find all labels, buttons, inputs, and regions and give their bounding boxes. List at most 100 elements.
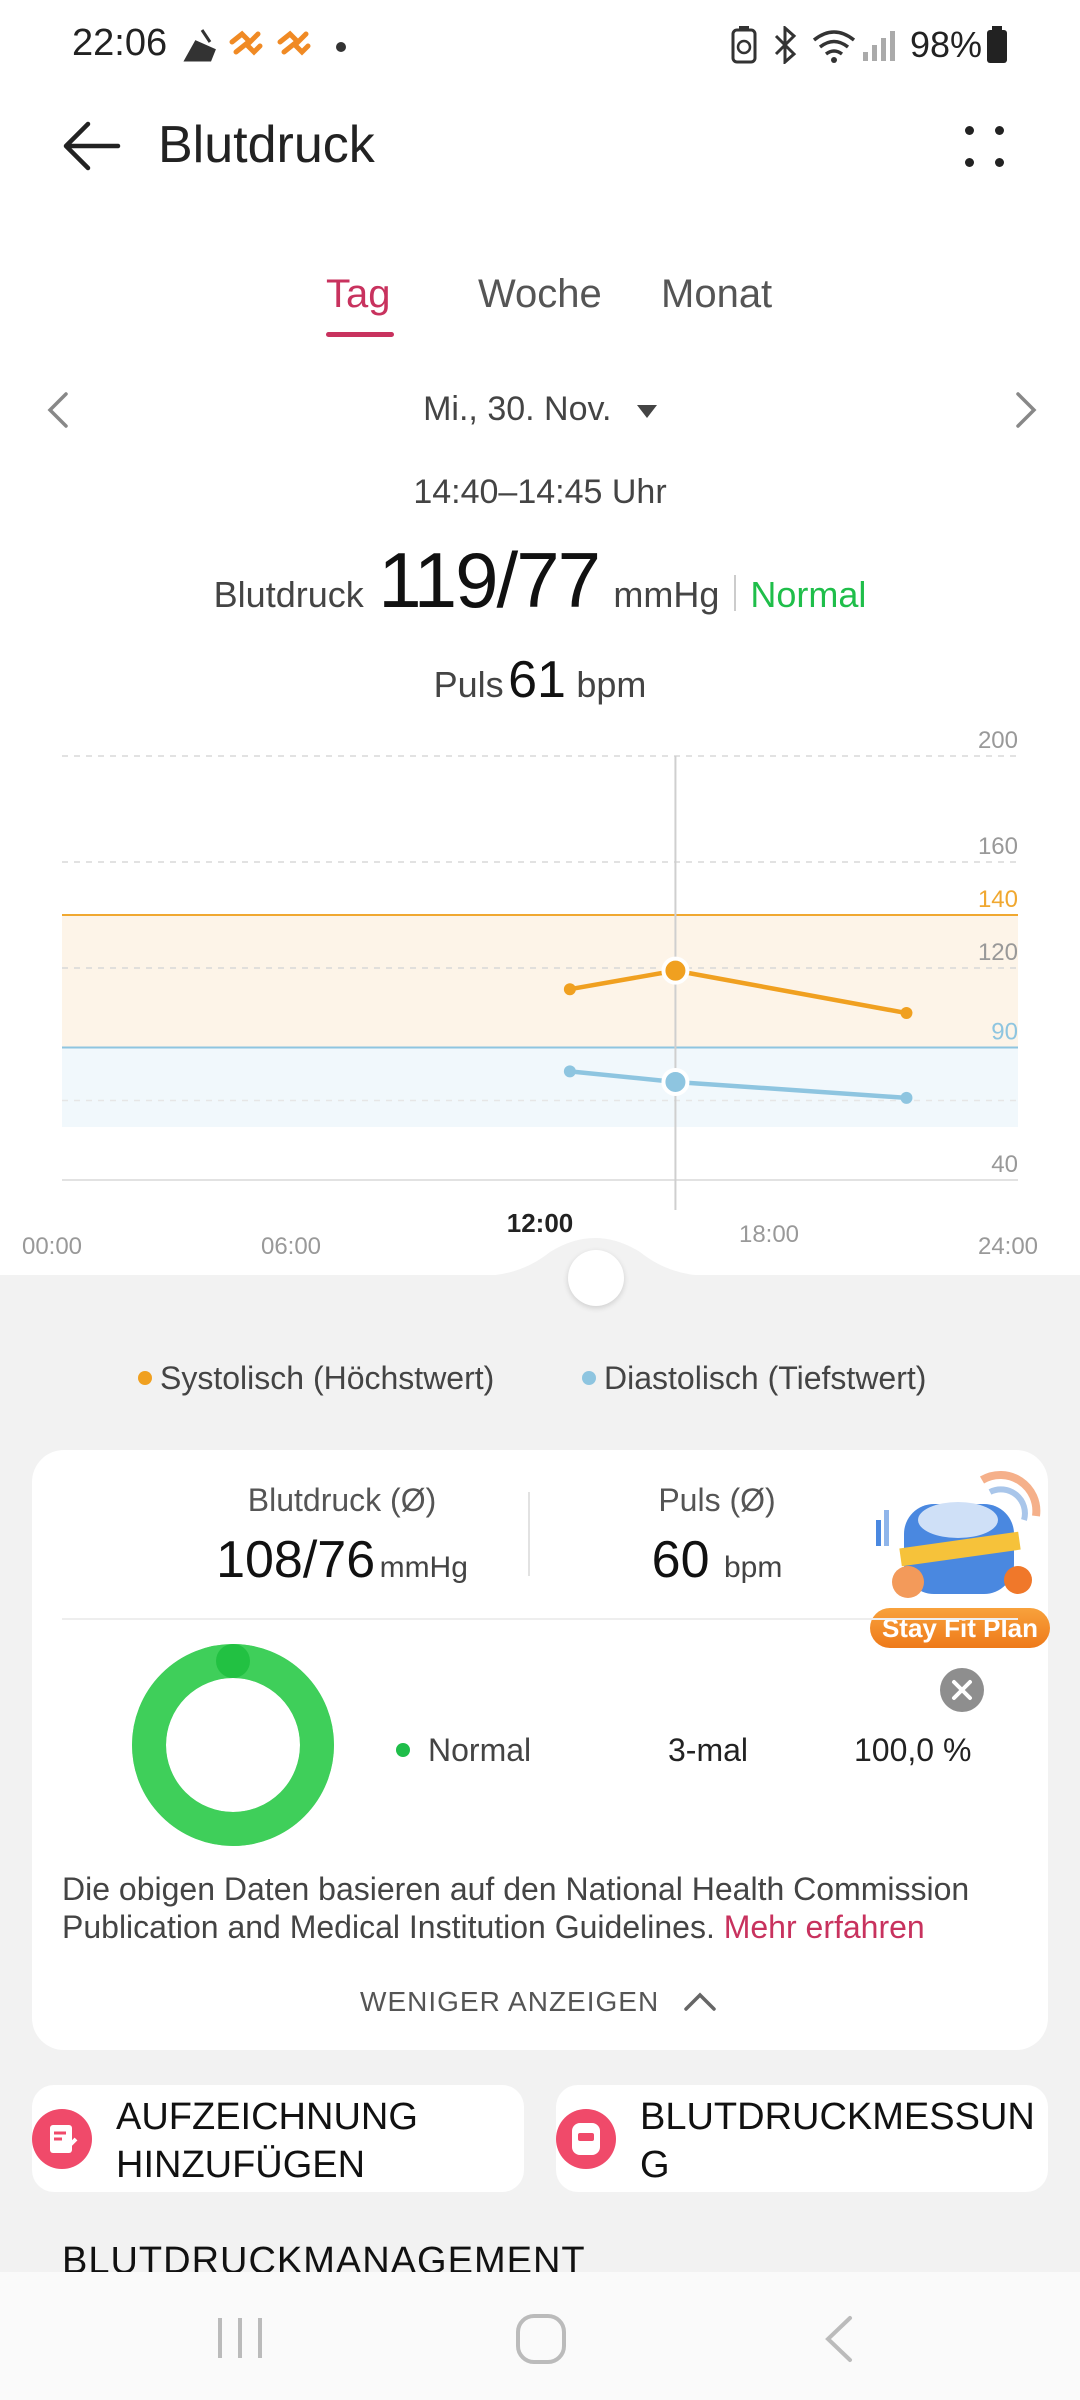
legend-diastolic: Diastolisch (Tiefstwert) [582, 1360, 926, 1397]
bp-monitor-icon [556, 2109, 616, 2169]
bp-avg-value: 108/76 [216, 1531, 376, 1589]
donut-normal-segment [132, 1644, 334, 1846]
tab-week[interactable]: Woche [478, 272, 602, 316]
bp-avg-unit: mmHg [379, 1551, 468, 1584]
bp-chart[interactable]: 40 120 160 200 140 90 00:00 06:00 12:00 18:00 24:0… [0, 730, 1080, 1280]
normal-dot-icon [396, 1743, 410, 1757]
close-promo-button[interactable] [940, 1668, 984, 1712]
x-tick-label: 00:00 [22, 1233, 82, 1260]
home-button[interactable] [514, 2312, 568, 2366]
bp-avg-label: Blutdruck (Ø) [247, 1482, 437, 1518]
x-tick-label: 12:00 [507, 1208, 574, 1238]
bp-avg: 108/76 mmHg [62, 1530, 622, 1590]
caret-down-icon [636, 404, 657, 418]
home-icon [516, 2314, 566, 2364]
summary-card: Blutdruck (Ø) 108/76 mmHg Puls (Ø) 60 bp… [32, 1450, 1050, 2050]
chevron-up-icon [684, 1992, 716, 2011]
y-tick-label: 120 [978, 939, 1018, 966]
category-count: 3-mal [668, 1732, 749, 1768]
battery-saver-icon [730, 26, 758, 64]
tab-underline [326, 332, 394, 337]
guidelines-note: Die obigen Daten basieren auf den Nation… [62, 1870, 1022, 1946]
y-tick-label: 160 [978, 833, 1018, 860]
page-title: Blutdruck [158, 116, 375, 174]
systolic-dot-icon [138, 1371, 152, 1385]
add-record-button[interactable]: AUFZEICHNUNG HINZUFÜGEN [32, 2085, 524, 2192]
scale-illustration-icon [876, 1470, 1041, 1598]
diastolic-normal-zone [62, 1047, 1018, 1127]
guidelines-text: Die obigen Daten basieren auf den Nation… [62, 1871, 970, 1945]
x-tick-label: 18:00 [739, 1221, 799, 1248]
donut-start-cap [216, 1644, 250, 1678]
tab-month[interactable]: Monat [661, 272, 773, 316]
health-app-icon [228, 30, 264, 60]
y-tick-label: 40 [991, 1151, 1018, 1178]
pulse-value: 61 [508, 651, 566, 709]
add-record-label: AUFZEICHNUNG HINZUFÜGEN [116, 2096, 418, 2186]
reference-line-label: 90 [991, 1019, 1018, 1046]
measure-bp-button[interactable]: BLUTDRUCKMESSUN G [556, 2085, 1048, 2192]
more-options-button[interactable] [955, 118, 1015, 178]
systolic-point [661, 956, 690, 985]
close-icon [952, 1680, 972, 1700]
bp-value: 119/77 [378, 536, 601, 624]
bp-unit: mmHg [613, 574, 720, 615]
status-bar: 22:06 98% [0, 0, 1080, 90]
pulse-summary: Puls 61 bpm [0, 650, 1080, 710]
systolic-point [563, 983, 576, 996]
pulse-avg-unit: bpm [723, 1551, 783, 1584]
system-nav-bar [0, 2272, 1080, 2400]
diastolic-point [900, 1091, 913, 1104]
next-day-button[interactable] [1004, 388, 1044, 432]
more-dot-icon [995, 126, 1004, 135]
broom-icon [180, 28, 220, 62]
back-button[interactable] [62, 118, 122, 174]
date-selector[interactable]: Mi., 30. Nov. [0, 390, 1080, 429]
category-normal: Normal [396, 1732, 531, 1769]
diastolic-point [661, 1067, 690, 1096]
category-label: Normal [428, 1732, 532, 1768]
bp-status: Normal [750, 574, 867, 615]
pulse-avg-label: Puls (Ø) [658, 1482, 776, 1518]
previous-day-button[interactable] [40, 388, 80, 432]
reading-time-range: 14:40–14:45 Uhr [413, 473, 667, 511]
legend-systolic: Systolisch (Höchstwert) [138, 1360, 494, 1397]
chevron-right-icon [1016, 392, 1037, 428]
chart-drag-handle[interactable] [568, 1250, 624, 1306]
pulse-unit: bpm [576, 664, 647, 705]
y-tick-label: 200 [978, 730, 1018, 754]
category-percent: 100,0 % [854, 1732, 972, 1768]
signal-icon [862, 30, 896, 62]
legend-diastolic-label: Diastolisch (Tiefstwert) [604, 1360, 927, 1396]
diastolic-point [563, 1065, 576, 1078]
system-back-icon [825, 2316, 852, 2362]
pulse-label: Puls [433, 664, 504, 705]
more-dot-icon [965, 158, 974, 167]
legend-systolic-label: Systolisch (Höchstwert) [160, 1360, 495, 1396]
x-tick-label: 06:00 [261, 1233, 321, 1260]
show-less-button[interactable]: WENIGER ANZEIGEN [32, 1986, 1048, 2018]
summary-divider [528, 1492, 530, 1576]
recent-apps-button[interactable] [214, 2314, 266, 2362]
battery-percent: 98% [910, 24, 983, 65]
system-back-button[interactable] [820, 2314, 860, 2364]
pulse-avg-value: 60 [651, 1531, 710, 1589]
arrow-left-icon [63, 121, 121, 171]
battery-icon [986, 26, 1008, 64]
pulse-avg: 60 bpm [562, 1530, 872, 1590]
card-divider [62, 1618, 1018, 1620]
health-app-icon-2 [276, 30, 312, 60]
measure-bp-label: BLUTDRUCKMESSUN G [640, 2096, 1035, 2186]
diastolic-dot-icon [582, 1371, 596, 1385]
bp-label: Blutdruck [213, 574, 364, 615]
x-tick-label: 24:00 [978, 1233, 1038, 1260]
more-dot-icon [995, 158, 1004, 167]
date-label: Mi., 30. Nov. [423, 390, 612, 428]
tab-day[interactable]: Tag [326, 272, 391, 316]
wifi-icon [812, 28, 856, 64]
chevron-left-icon [47, 392, 68, 428]
learn-more-link[interactable]: Mehr erfahren [723, 1909, 925, 1945]
category-donut-chart [132, 1644, 334, 1846]
add-record-icon [32, 2109, 92, 2169]
notification-dot-icon [336, 42, 346, 52]
